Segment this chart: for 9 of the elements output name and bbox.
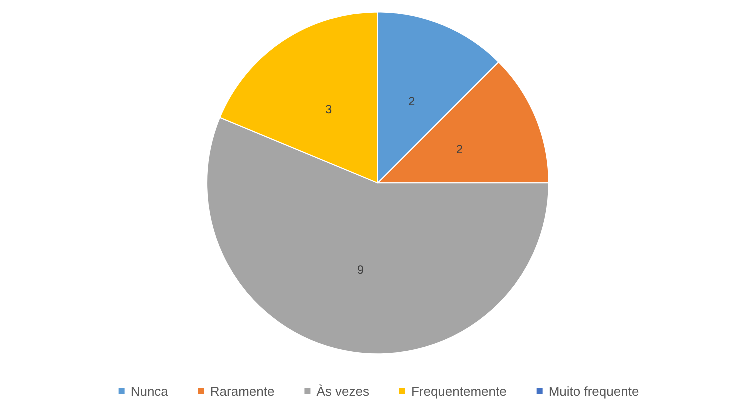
legend-label: Muito frequente [548,384,640,399]
legend-label: Nunca [130,384,170,399]
legend-label: Frequentemente [411,384,507,399]
legend-label: Às vezes [316,384,370,399]
data-label: 9 [357,262,364,277]
data-label: 2 [456,142,464,156]
legend-label: Raramente [210,384,275,399]
data-label: 2 [408,94,416,108]
data-label: 3 [326,102,333,117]
